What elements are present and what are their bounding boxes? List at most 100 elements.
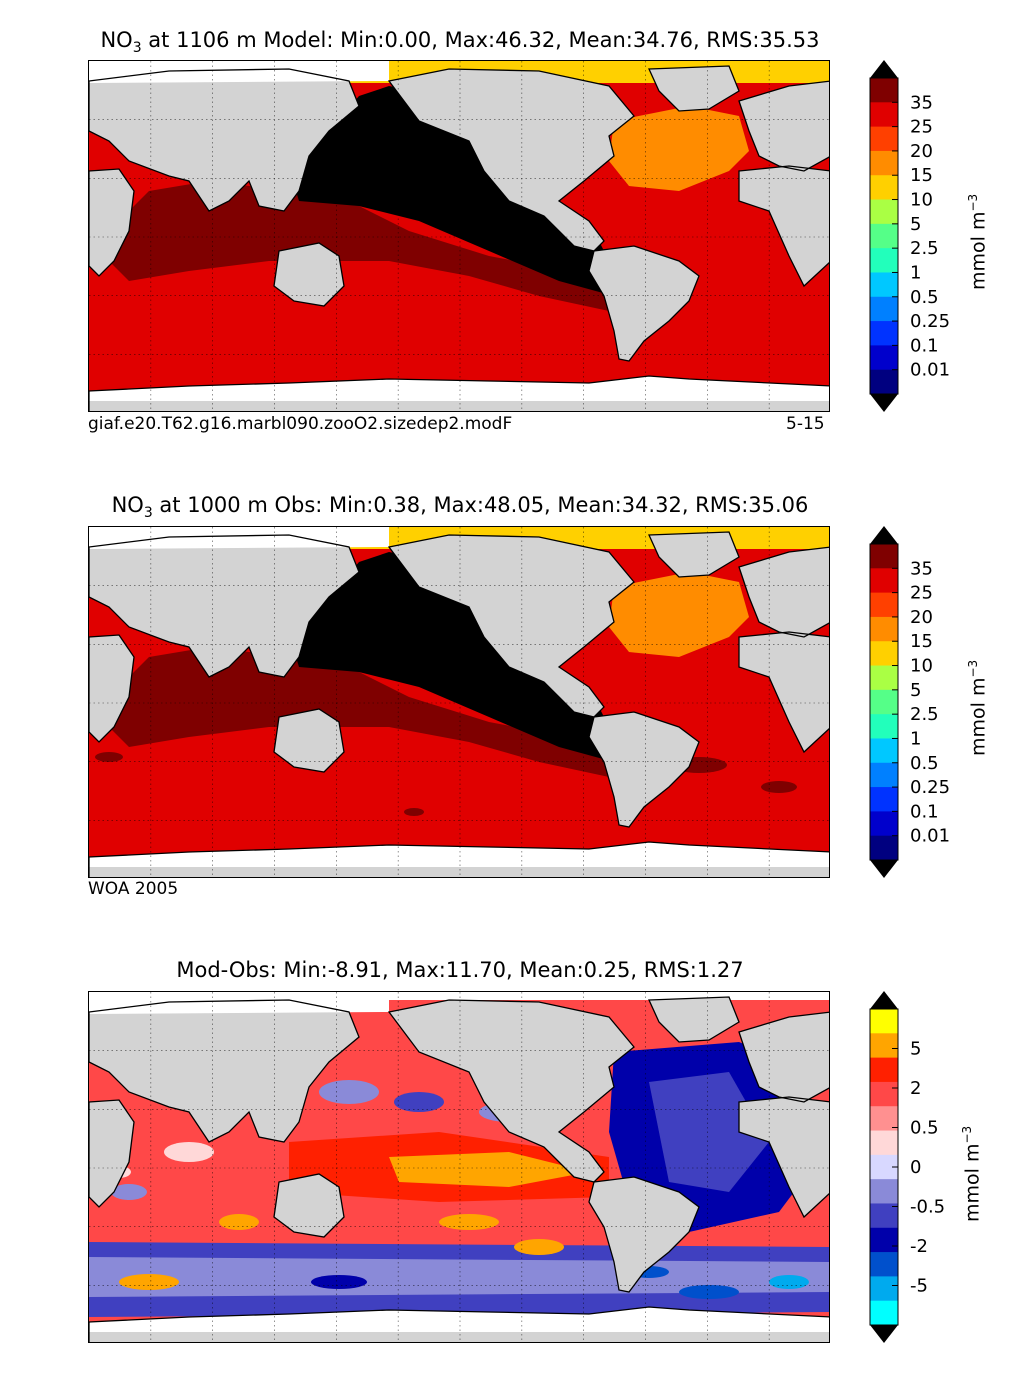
coastline (387, 534, 635, 718)
title-variable: NO (111, 493, 144, 517)
colorbar-segment (870, 714, 898, 739)
title-subscript: 3 (132, 40, 142, 57)
diff-anomaly-patch (439, 1214, 499, 1230)
diff-anomaly-patch (679, 1285, 739, 1299)
colorbar-segment (870, 345, 898, 371)
coastline (89, 68, 360, 212)
land-greenland (649, 66, 739, 111)
colorbar-tick-label: 0.25 (910, 777, 950, 798)
land-africa (739, 1097, 829, 1217)
coastline (648, 996, 740, 1043)
colorbar-tick-label: 15 (910, 165, 933, 186)
coastline (89, 375, 829, 411)
land-southAmerica (589, 1177, 699, 1292)
land-australia (274, 1174, 344, 1237)
coastline (738, 1096, 829, 1219)
colorbar-outline (869, 77, 899, 395)
colorbar-segment (870, 1009, 898, 1034)
coastline (588, 1176, 700, 1293)
colorbar-unit: mmol m (967, 211, 990, 290)
land-northAmerica (389, 1000, 634, 1182)
colorbar-segment (870, 641, 898, 667)
colorbar-tick-label: 35 (910, 558, 933, 579)
colorbar-segment (870, 1179, 898, 1204)
colorbar-segment (870, 1106, 898, 1132)
coastline (89, 841, 829, 877)
diff-anomaly-patch (119, 1274, 179, 1290)
colorbar-label-model: mmol m−3 (966, 194, 989, 290)
colorbar-tick-label: 35 (910, 92, 933, 113)
colorbar-tick-label: 10 (910, 190, 933, 211)
coastline (89, 634, 135, 743)
coastline (738, 1011, 829, 1103)
colorbar-segment (870, 369, 898, 395)
north-pacific-region (284, 86, 614, 296)
diff-anomaly-patch (319, 1080, 379, 1104)
colorbar-segment (870, 665, 898, 691)
colorbar-svg-diff: 5 2 0.5 0 -0.5 -2 -5 (869, 991, 945, 1343)
colorbar-segment (870, 1227, 898, 1253)
diff-anomaly-patch (769, 1275, 809, 1289)
panel-title-diff: Mod-Obs: Min:-8.91, Max:11.70, Mean:0.25… (0, 958, 920, 982)
colorbar-segment (870, 78, 898, 103)
coastline (648, 531, 740, 578)
colorbar-tick-label: 25 (910, 117, 933, 138)
colorbar-segment (870, 811, 898, 837)
colorbar-tick-label: 2.5 (910, 238, 939, 259)
diff-anomaly-patch (219, 1214, 259, 1230)
diff-anomaly-patch (164, 1142, 214, 1162)
colorbar-segment (870, 321, 898, 346)
panel-title-obs: NO3 at 1000 m Obs: Min:0.38, Max:48.05, … (0, 493, 920, 521)
land-europe (739, 81, 829, 171)
diff-tropical-hotspot (389, 1152, 589, 1187)
colorbar-segment (870, 126, 898, 152)
colorbar-segment (870, 296, 898, 322)
colorbar-segment (870, 762, 898, 788)
coastline (273, 1173, 345, 1238)
colorbar-unit-exponent: −3 (966, 193, 980, 212)
colorbar-extend-top (870, 991, 898, 1009)
colorbar-unit-exponent: −3 (960, 1125, 974, 1144)
colorbar-label-diff: mmol m−3 (960, 1126, 983, 1222)
land-australia (274, 709, 344, 772)
colorbar-extend-top (870, 526, 898, 544)
colorbar-segment (870, 1057, 898, 1083)
land-northAmerica (389, 69, 634, 251)
colorbar-segment (870, 175, 898, 201)
coastline (738, 546, 829, 638)
coastline (387, 68, 635, 252)
colorbar-segment (870, 272, 898, 298)
indian-ocean-region (109, 181, 619, 311)
land-greenland (649, 532, 739, 577)
map-svg-model (89, 61, 829, 411)
map-svg-obs (89, 527, 829, 877)
colorbar-segment (870, 787, 898, 812)
missing-data (89, 527, 389, 549)
land-australia (274, 243, 344, 306)
coastline (89, 534, 360, 678)
colorbar-tick-label: -5 (910, 1276, 928, 1297)
land-africa (739, 632, 829, 752)
indian-ocean-region (109, 647, 619, 777)
colorbar-unit: mmol m (961, 1143, 984, 1222)
land-antarctica-interior (89, 401, 829, 411)
colorbar-tick-label: 5 (910, 214, 921, 235)
colorbar-tick-label: -2 (910, 1236, 928, 1257)
land-asia (89, 1000, 359, 1142)
land-antarctica-interior (89, 1332, 829, 1342)
colorbar-model: 35 25 20 15 10 5 2.5 1 0.5 0.25 0.1 0.01 (869, 60, 950, 412)
coastline (588, 245, 700, 362)
caption-model-years: 5-15 (786, 414, 825, 434)
colorbar-tick-label: 0.5 (910, 287, 939, 308)
colorbar-segment (870, 1300, 898, 1326)
colorbar-tick-label: 2 (910, 1078, 921, 1099)
colorbar-segment (870, 592, 898, 618)
colorbar-segment (870, 835, 898, 861)
colorbar-outline (869, 543, 899, 861)
colorbar-svg-obs: 35 25 20 15 10 5 2.5 1 0.5 0.25 0.1 0.01 (869, 526, 950, 878)
colorbar-tick-label: 20 (910, 607, 933, 628)
colorbar-segment (870, 1130, 898, 1156)
coastline (387, 999, 635, 1183)
colorbar-tick-label: 0.1 (910, 801, 939, 822)
map-model (88, 60, 830, 412)
